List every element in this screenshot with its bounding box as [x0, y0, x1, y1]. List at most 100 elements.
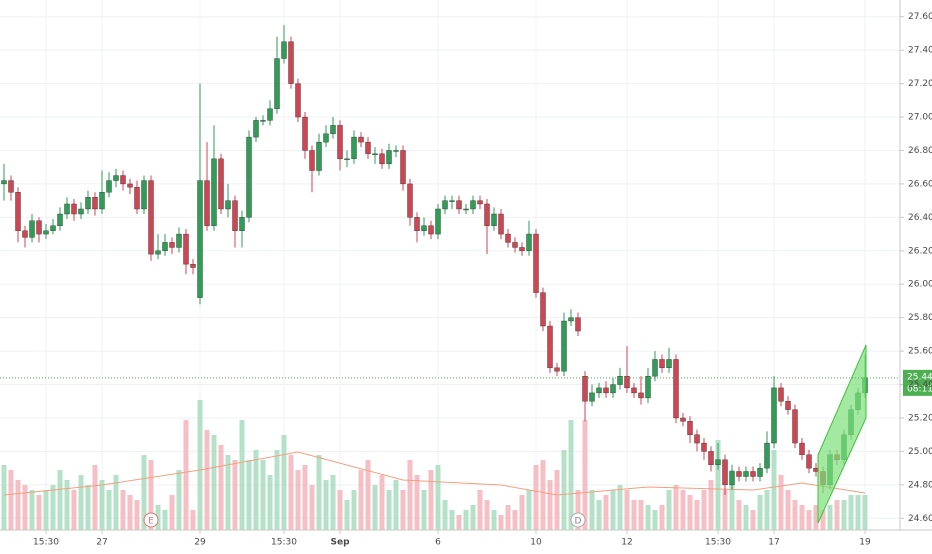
x-tick-label: Sep [330, 538, 350, 548]
y-tick-label: 25.80 [908, 313, 932, 323]
candle-body [708, 451, 714, 465]
candle-body [526, 233, 532, 251]
volume-bar [778, 475, 784, 530]
candle-body [540, 292, 546, 327]
candle-body [50, 225, 56, 231]
volume-ma-line [3, 451, 866, 496]
candle-body [498, 213, 504, 235]
candle-body [778, 387, 784, 402]
candle-body [428, 225, 434, 235]
volume-bar [862, 495, 868, 530]
candle-body [134, 187, 140, 210]
volume-bar [260, 460, 266, 530]
volume-bar [547, 480, 553, 530]
volume-bar [134, 500, 140, 530]
volume-bar [239, 420, 245, 530]
volume-bar [771, 450, 777, 530]
volume-bar [99, 480, 105, 530]
volume-bar [323, 480, 329, 530]
candle-body [274, 58, 280, 109]
candle-body [127, 183, 133, 188]
candle-body [743, 471, 749, 477]
volume-bar [785, 490, 791, 530]
volume-bar [813, 505, 819, 530]
volume-bar [680, 490, 686, 530]
volume-bar [652, 510, 658, 530]
candle-body [561, 320, 567, 372]
candle-body [162, 242, 168, 251]
candle-body [344, 158, 350, 161]
candle-body [785, 401, 791, 410]
candle-body [15, 192, 21, 231]
y-tick-label: 26.60 [908, 179, 932, 189]
candle-body [421, 225, 427, 231]
volume-bar [687, 495, 693, 530]
y-tick-label: 26.20 [908, 246, 932, 256]
candle-body [603, 387, 609, 394]
volume-bar [568, 420, 574, 530]
candle-body [666, 359, 672, 369]
volume-bar [470, 505, 476, 530]
volume-bar [400, 490, 406, 530]
candle-body [386, 150, 392, 165]
volume-bar [827, 505, 833, 530]
candle-body [624, 375, 630, 389]
x-tick-label: 27 [96, 538, 107, 548]
candle-body [652, 359, 658, 377]
volume-bar [757, 495, 763, 530]
candle-body [57, 213, 63, 226]
candle-body [582, 375, 588, 402]
volume-bar [736, 500, 742, 530]
candle-body [351, 136, 357, 160]
candle-body [246, 136, 252, 218]
volume-layer [1, 400, 868, 530]
candle-body [204, 180, 210, 226]
volume-bar [225, 455, 231, 530]
candle-body [806, 454, 812, 469]
volume-bar [246, 460, 252, 530]
volume-bar [715, 440, 721, 530]
volume-bar [218, 445, 224, 530]
volume-bar [624, 490, 630, 530]
volume-bar [596, 500, 602, 530]
candle-body [155, 250, 161, 255]
volume-bar [92, 465, 98, 530]
volume-bar [834, 500, 840, 530]
volume-bar [589, 490, 595, 530]
candle-body [71, 203, 77, 215]
volume-bar [141, 455, 147, 530]
volume-bar [169, 495, 175, 530]
volume-bar [281, 435, 287, 530]
candle-body [519, 247, 525, 251]
candle-body [232, 200, 238, 231]
volume-bar [512, 510, 518, 530]
volume-bar [820, 510, 826, 530]
candle-body [799, 442, 805, 455]
volume-bar [379, 475, 385, 530]
volume-bar [673, 485, 679, 530]
volume-bar [435, 465, 441, 530]
y-tick-label: 26.80 [908, 146, 932, 156]
candle-body [43, 230, 49, 235]
candle-body [78, 208, 84, 215]
candle-body [645, 375, 651, 399]
candle-body [722, 459, 728, 486]
candle-body [414, 217, 420, 231]
candle-body [1, 180, 7, 185]
volume-bar [792, 500, 798, 530]
candle-body [757, 467, 763, 477]
x-tick-label: 29 [194, 538, 206, 548]
volume-bar [288, 455, 294, 530]
volume-bar [127, 495, 133, 530]
candle-body [267, 108, 273, 121]
candle-body [22, 230, 28, 238]
volume-bar [722, 490, 728, 530]
volume-bar [71, 490, 77, 530]
last-price-time: 08:11 [907, 384, 932, 394]
volume-bar [806, 510, 812, 530]
x-tick-label: 10 [530, 538, 542, 548]
candle-body [589, 392, 595, 402]
candle-body [638, 392, 644, 399]
x-tick-label: 12 [621, 538, 632, 548]
volume-bar [575, 490, 581, 530]
